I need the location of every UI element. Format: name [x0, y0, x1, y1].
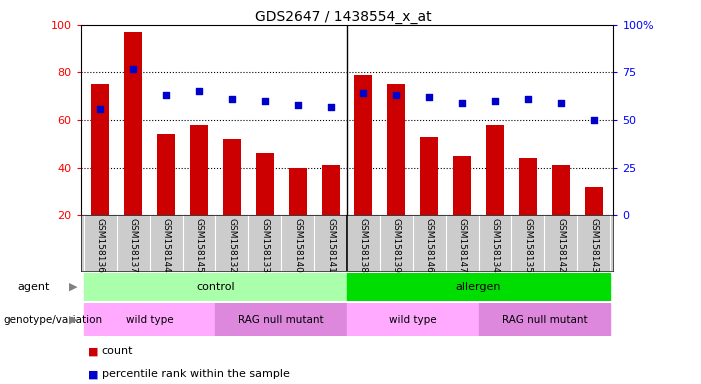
Text: allergen: allergen: [456, 282, 501, 292]
Text: GSM158133: GSM158133: [260, 218, 269, 273]
Text: GSM158144: GSM158144: [162, 218, 170, 273]
Text: ▶: ▶: [69, 314, 78, 325]
Point: [358, 90, 369, 96]
Bar: [347, 303, 479, 336]
Text: ▶: ▶: [69, 282, 78, 292]
Bar: [585, 187, 603, 215]
Text: GSM158145: GSM158145: [194, 218, 203, 273]
Point: [193, 88, 205, 94]
Bar: [355, 75, 372, 215]
Bar: [215, 303, 347, 336]
Bar: [157, 134, 175, 215]
Text: percentile rank within the sample: percentile rank within the sample: [102, 369, 290, 379]
Text: GSM158141: GSM158141: [326, 218, 335, 273]
Text: GSM158134: GSM158134: [491, 218, 500, 273]
Text: GSM158140: GSM158140: [293, 218, 302, 273]
Bar: [519, 158, 537, 215]
Point: [161, 92, 172, 98]
Bar: [91, 84, 109, 215]
Bar: [453, 156, 471, 215]
Text: GSM158146: GSM158146: [425, 218, 434, 273]
Point: [423, 94, 435, 100]
Text: GSM158132: GSM158132: [227, 218, 236, 273]
Bar: [84, 303, 215, 336]
Bar: [552, 165, 570, 215]
Point: [489, 98, 501, 104]
Point: [588, 117, 599, 123]
Text: GSM158136: GSM158136: [96, 218, 105, 273]
Point: [259, 98, 271, 104]
Bar: [322, 165, 339, 215]
Point: [292, 102, 304, 108]
Text: RAG null mutant: RAG null mutant: [238, 314, 324, 325]
Text: GSM158143: GSM158143: [589, 218, 598, 273]
Text: wild type: wild type: [389, 314, 437, 325]
Bar: [479, 303, 610, 336]
Bar: [223, 139, 241, 215]
Text: control: control: [196, 282, 235, 292]
Text: ■: ■: [88, 346, 98, 356]
Text: count: count: [102, 346, 133, 356]
Bar: [256, 153, 274, 215]
Bar: [347, 273, 610, 301]
Point: [95, 106, 106, 112]
Bar: [124, 32, 142, 215]
Point: [456, 100, 468, 106]
Text: GDS2647 / 1438554_x_at: GDS2647 / 1438554_x_at: [255, 10, 432, 23]
Text: wild type: wild type: [126, 314, 173, 325]
Text: GSM158138: GSM158138: [359, 218, 368, 273]
Bar: [387, 84, 405, 215]
Text: GSM158147: GSM158147: [458, 218, 467, 273]
Point: [522, 96, 533, 102]
Bar: [84, 273, 347, 301]
Point: [325, 104, 336, 110]
Bar: [420, 137, 438, 215]
Point: [555, 100, 566, 106]
Text: ■: ■: [88, 369, 98, 379]
Bar: [190, 125, 208, 215]
Point: [390, 92, 402, 98]
Text: genotype/variation: genotype/variation: [4, 314, 102, 325]
Text: GSM158139: GSM158139: [392, 218, 401, 273]
Text: RAG null mutant: RAG null mutant: [501, 314, 587, 325]
Bar: [486, 125, 504, 215]
Text: GSM158142: GSM158142: [557, 218, 565, 273]
Text: agent: agent: [18, 282, 50, 292]
Text: GSM158137: GSM158137: [129, 218, 137, 273]
Text: GSM158135: GSM158135: [524, 218, 532, 273]
Point: [128, 66, 139, 72]
Point: [226, 96, 238, 102]
Bar: [289, 167, 307, 215]
